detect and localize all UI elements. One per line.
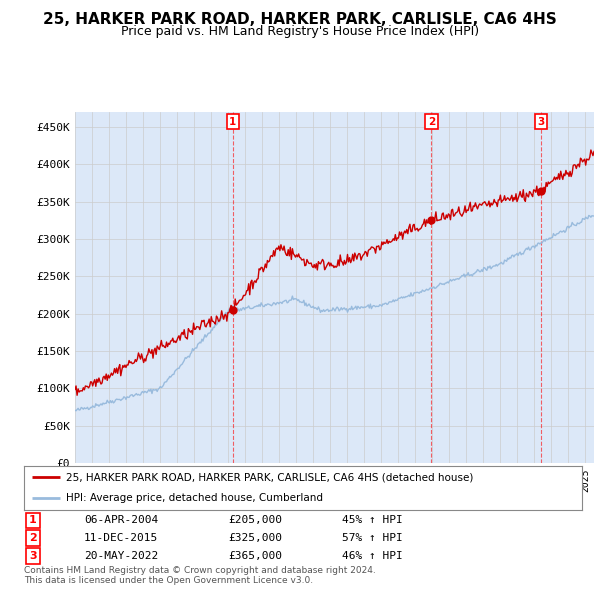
Text: 25, HARKER PARK ROAD, HARKER PARK, CARLISLE, CA6 4HS: 25, HARKER PARK ROAD, HARKER PARK, CARLI… xyxy=(43,12,557,27)
Text: 45% ↑ HPI: 45% ↑ HPI xyxy=(342,516,403,525)
Text: 1: 1 xyxy=(29,516,37,525)
Text: £325,000: £325,000 xyxy=(228,533,282,543)
Text: 46% ↑ HPI: 46% ↑ HPI xyxy=(342,551,403,560)
Text: 11-DEC-2015: 11-DEC-2015 xyxy=(84,533,158,543)
Text: 25, HARKER PARK ROAD, HARKER PARK, CARLISLE, CA6 4HS (detached house): 25, HARKER PARK ROAD, HARKER PARK, CARLI… xyxy=(66,472,473,482)
Text: Contains HM Land Registry data © Crown copyright and database right 2024.: Contains HM Land Registry data © Crown c… xyxy=(24,566,376,575)
Text: 06-APR-2004: 06-APR-2004 xyxy=(84,516,158,525)
Text: HPI: Average price, detached house, Cumberland: HPI: Average price, detached house, Cumb… xyxy=(66,493,323,503)
Text: Price paid vs. HM Land Registry's House Price Index (HPI): Price paid vs. HM Land Registry's House … xyxy=(121,25,479,38)
Text: 2: 2 xyxy=(29,533,37,543)
Text: 20-MAY-2022: 20-MAY-2022 xyxy=(84,551,158,560)
Text: 1: 1 xyxy=(229,117,236,127)
Text: 3: 3 xyxy=(29,551,37,560)
Text: 2: 2 xyxy=(428,117,435,127)
Text: This data is licensed under the Open Government Licence v3.0.: This data is licensed under the Open Gov… xyxy=(24,576,313,585)
Text: £205,000: £205,000 xyxy=(228,516,282,525)
Text: £365,000: £365,000 xyxy=(228,551,282,560)
Text: 3: 3 xyxy=(537,117,545,127)
Text: 57% ↑ HPI: 57% ↑ HPI xyxy=(342,533,403,543)
